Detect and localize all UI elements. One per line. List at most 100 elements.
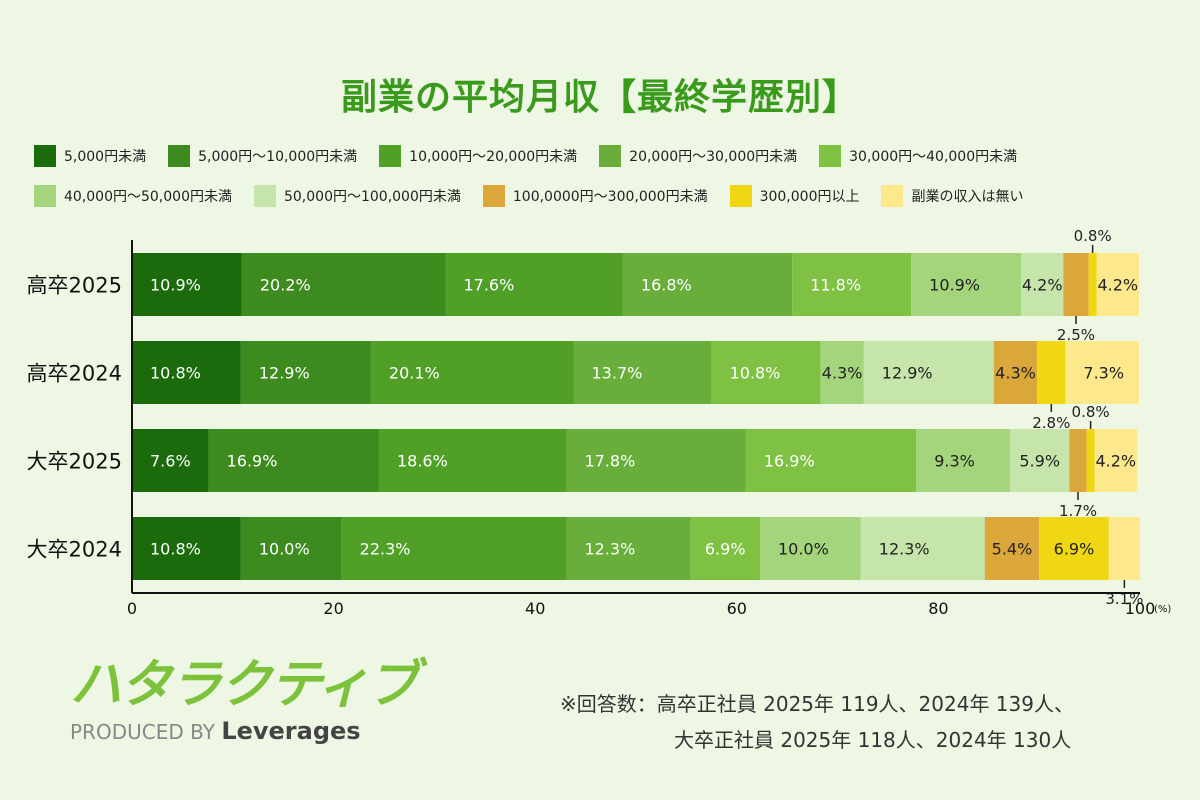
bar-segment xyxy=(993,341,1038,404)
data-label: 12.3% xyxy=(879,540,930,559)
legend-row: 40,000円～50,000円未満 50,000円～100,000円未満 100,0… xyxy=(34,176,1184,216)
x-tick-label: 0 xyxy=(127,599,137,618)
data-label: 7.6% xyxy=(150,452,191,471)
bar-segment xyxy=(132,429,209,492)
brand-name: Leverages xyxy=(221,717,361,745)
bar-segment xyxy=(378,429,567,492)
legend-label: 10,000円～20,000円未満 xyxy=(409,149,578,165)
bar-segment xyxy=(132,517,241,580)
legend-label: 20,000円～30,000円未満 xyxy=(629,149,798,165)
bar-segment xyxy=(370,341,574,404)
data-label: 1.7% xyxy=(1059,502,1097,520)
category-label: 高卒2025 xyxy=(27,274,122,298)
legend-swatch xyxy=(729,185,752,207)
data-label: 7.3% xyxy=(1083,364,1124,383)
bar-segment xyxy=(690,517,760,580)
data-label: 6.9% xyxy=(1054,540,1095,559)
bar-segment xyxy=(1069,429,1087,492)
legend-row: 5,000円未満 5,000円～10,000円未満 10,000円～20,000円未… xyxy=(34,136,1184,176)
data-label: 18.6% xyxy=(397,452,448,471)
legend-swatch xyxy=(34,145,56,167)
data-label: 20.2% xyxy=(260,276,311,295)
bar-segment xyxy=(566,429,746,492)
legend-item: 5,000円未満 xyxy=(34,145,146,167)
x-tick-label: 80 xyxy=(928,599,948,618)
x-tick-label: 40 xyxy=(525,599,545,618)
bar-segment xyxy=(1063,253,1089,316)
x-axis-unit: (%) xyxy=(1154,604,1171,615)
legend-swatch xyxy=(482,185,505,207)
legend-item: 5,000円～10,000円未満 xyxy=(168,145,357,167)
bar-segment xyxy=(911,253,1022,316)
bar-segment xyxy=(916,429,1010,492)
data-label: 10.0% xyxy=(259,540,310,559)
legend-item: 副業の収入は無い xyxy=(881,185,1023,207)
data-label: 16.9% xyxy=(227,452,278,471)
bar-segment xyxy=(1065,341,1139,404)
data-label: 3.1% xyxy=(1105,590,1143,608)
respondent-note: ※回答数：高卒正社員 2025年 119人、2024年 139人、 大卒正社員 … xyxy=(560,686,1074,758)
category-label: 大卒2025 xyxy=(27,450,122,474)
bar-segment xyxy=(132,341,241,404)
data-label: 4.2% xyxy=(1095,452,1136,471)
data-label: 5.9% xyxy=(1019,452,1060,471)
data-label: 10.8% xyxy=(150,364,201,383)
legend-label: 5,000円未満 xyxy=(64,149,147,165)
bar-segment xyxy=(445,253,623,316)
logo-subtitle: PRODUCED BY Leverages xyxy=(70,717,417,745)
legend-swatch xyxy=(819,145,842,167)
legend-item: 10,000円～20,000円未満 xyxy=(379,145,577,167)
bar-segment xyxy=(132,253,242,316)
bar-segment xyxy=(1108,517,1140,580)
data-label: 16.8% xyxy=(641,276,692,295)
data-label: 0.8% xyxy=(1074,227,1112,245)
bar-segment xyxy=(573,341,712,404)
legend-item: 20,000円～30,000円未満 xyxy=(599,145,797,167)
bar-segment xyxy=(341,517,567,580)
data-label: 12.3% xyxy=(584,540,635,559)
bar-segment xyxy=(984,517,1040,580)
data-label: 6.9% xyxy=(705,540,746,559)
data-label: 12.9% xyxy=(882,364,933,383)
logo: ハタラクティブ PRODUCED BY Leverages xyxy=(70,655,419,745)
bar-segment xyxy=(1039,517,1109,580)
legend-swatch xyxy=(881,185,904,207)
data-label: 11.8% xyxy=(810,276,861,295)
legend-item: 50,000円～100,000円未満 xyxy=(253,185,461,207)
data-label: 20.1% xyxy=(389,364,440,383)
legend-label: 5,000円～10,000円未満 xyxy=(198,149,358,165)
legend-label: 副業の収入は無い xyxy=(911,189,1024,205)
data-label: 22.3% xyxy=(360,540,411,559)
data-label: 2.5% xyxy=(1057,326,1095,344)
legend-swatch xyxy=(253,185,276,207)
chart-title: 副業の平均月収【最終学歴別】 xyxy=(340,77,859,118)
legend-label: 40,000円～50,000円未満 xyxy=(64,189,232,205)
bar-segment xyxy=(1088,253,1097,316)
data-label: 2.8% xyxy=(1032,414,1070,432)
data-label: 17.6% xyxy=(463,276,514,295)
data-label: 13.7% xyxy=(592,364,643,383)
bar-segment xyxy=(1086,429,1095,492)
x-tick-label: 20 xyxy=(323,599,343,618)
logo-wordmark: ハタラクティブ xyxy=(70,655,419,715)
bar-segment xyxy=(792,253,912,316)
bar-segment xyxy=(241,253,446,316)
bar-segment xyxy=(1021,253,1064,316)
bar-segment xyxy=(1094,429,1137,492)
bar-segment xyxy=(240,341,371,404)
data-label: 10.8% xyxy=(730,364,781,383)
legend-label: 30,000円～40,000円未満 xyxy=(849,149,1018,165)
bar-segment xyxy=(759,517,861,580)
data-label: 4.3% xyxy=(995,364,1036,383)
produced-by-text: PRODUCED BY xyxy=(70,720,215,744)
bar-segment xyxy=(820,341,864,404)
data-label: 17.8% xyxy=(584,452,635,471)
legend-label: 50,000円～100,000円未満 xyxy=(283,189,461,205)
data-label: 16.9% xyxy=(764,452,815,471)
legend-item: 40,000円～50,000円未満 xyxy=(34,185,232,207)
bar-segment xyxy=(1096,253,1139,316)
legend-label: 300,000円以上 xyxy=(759,189,860,205)
legend-swatch xyxy=(379,145,402,167)
data-label: 4.3% xyxy=(822,364,863,383)
